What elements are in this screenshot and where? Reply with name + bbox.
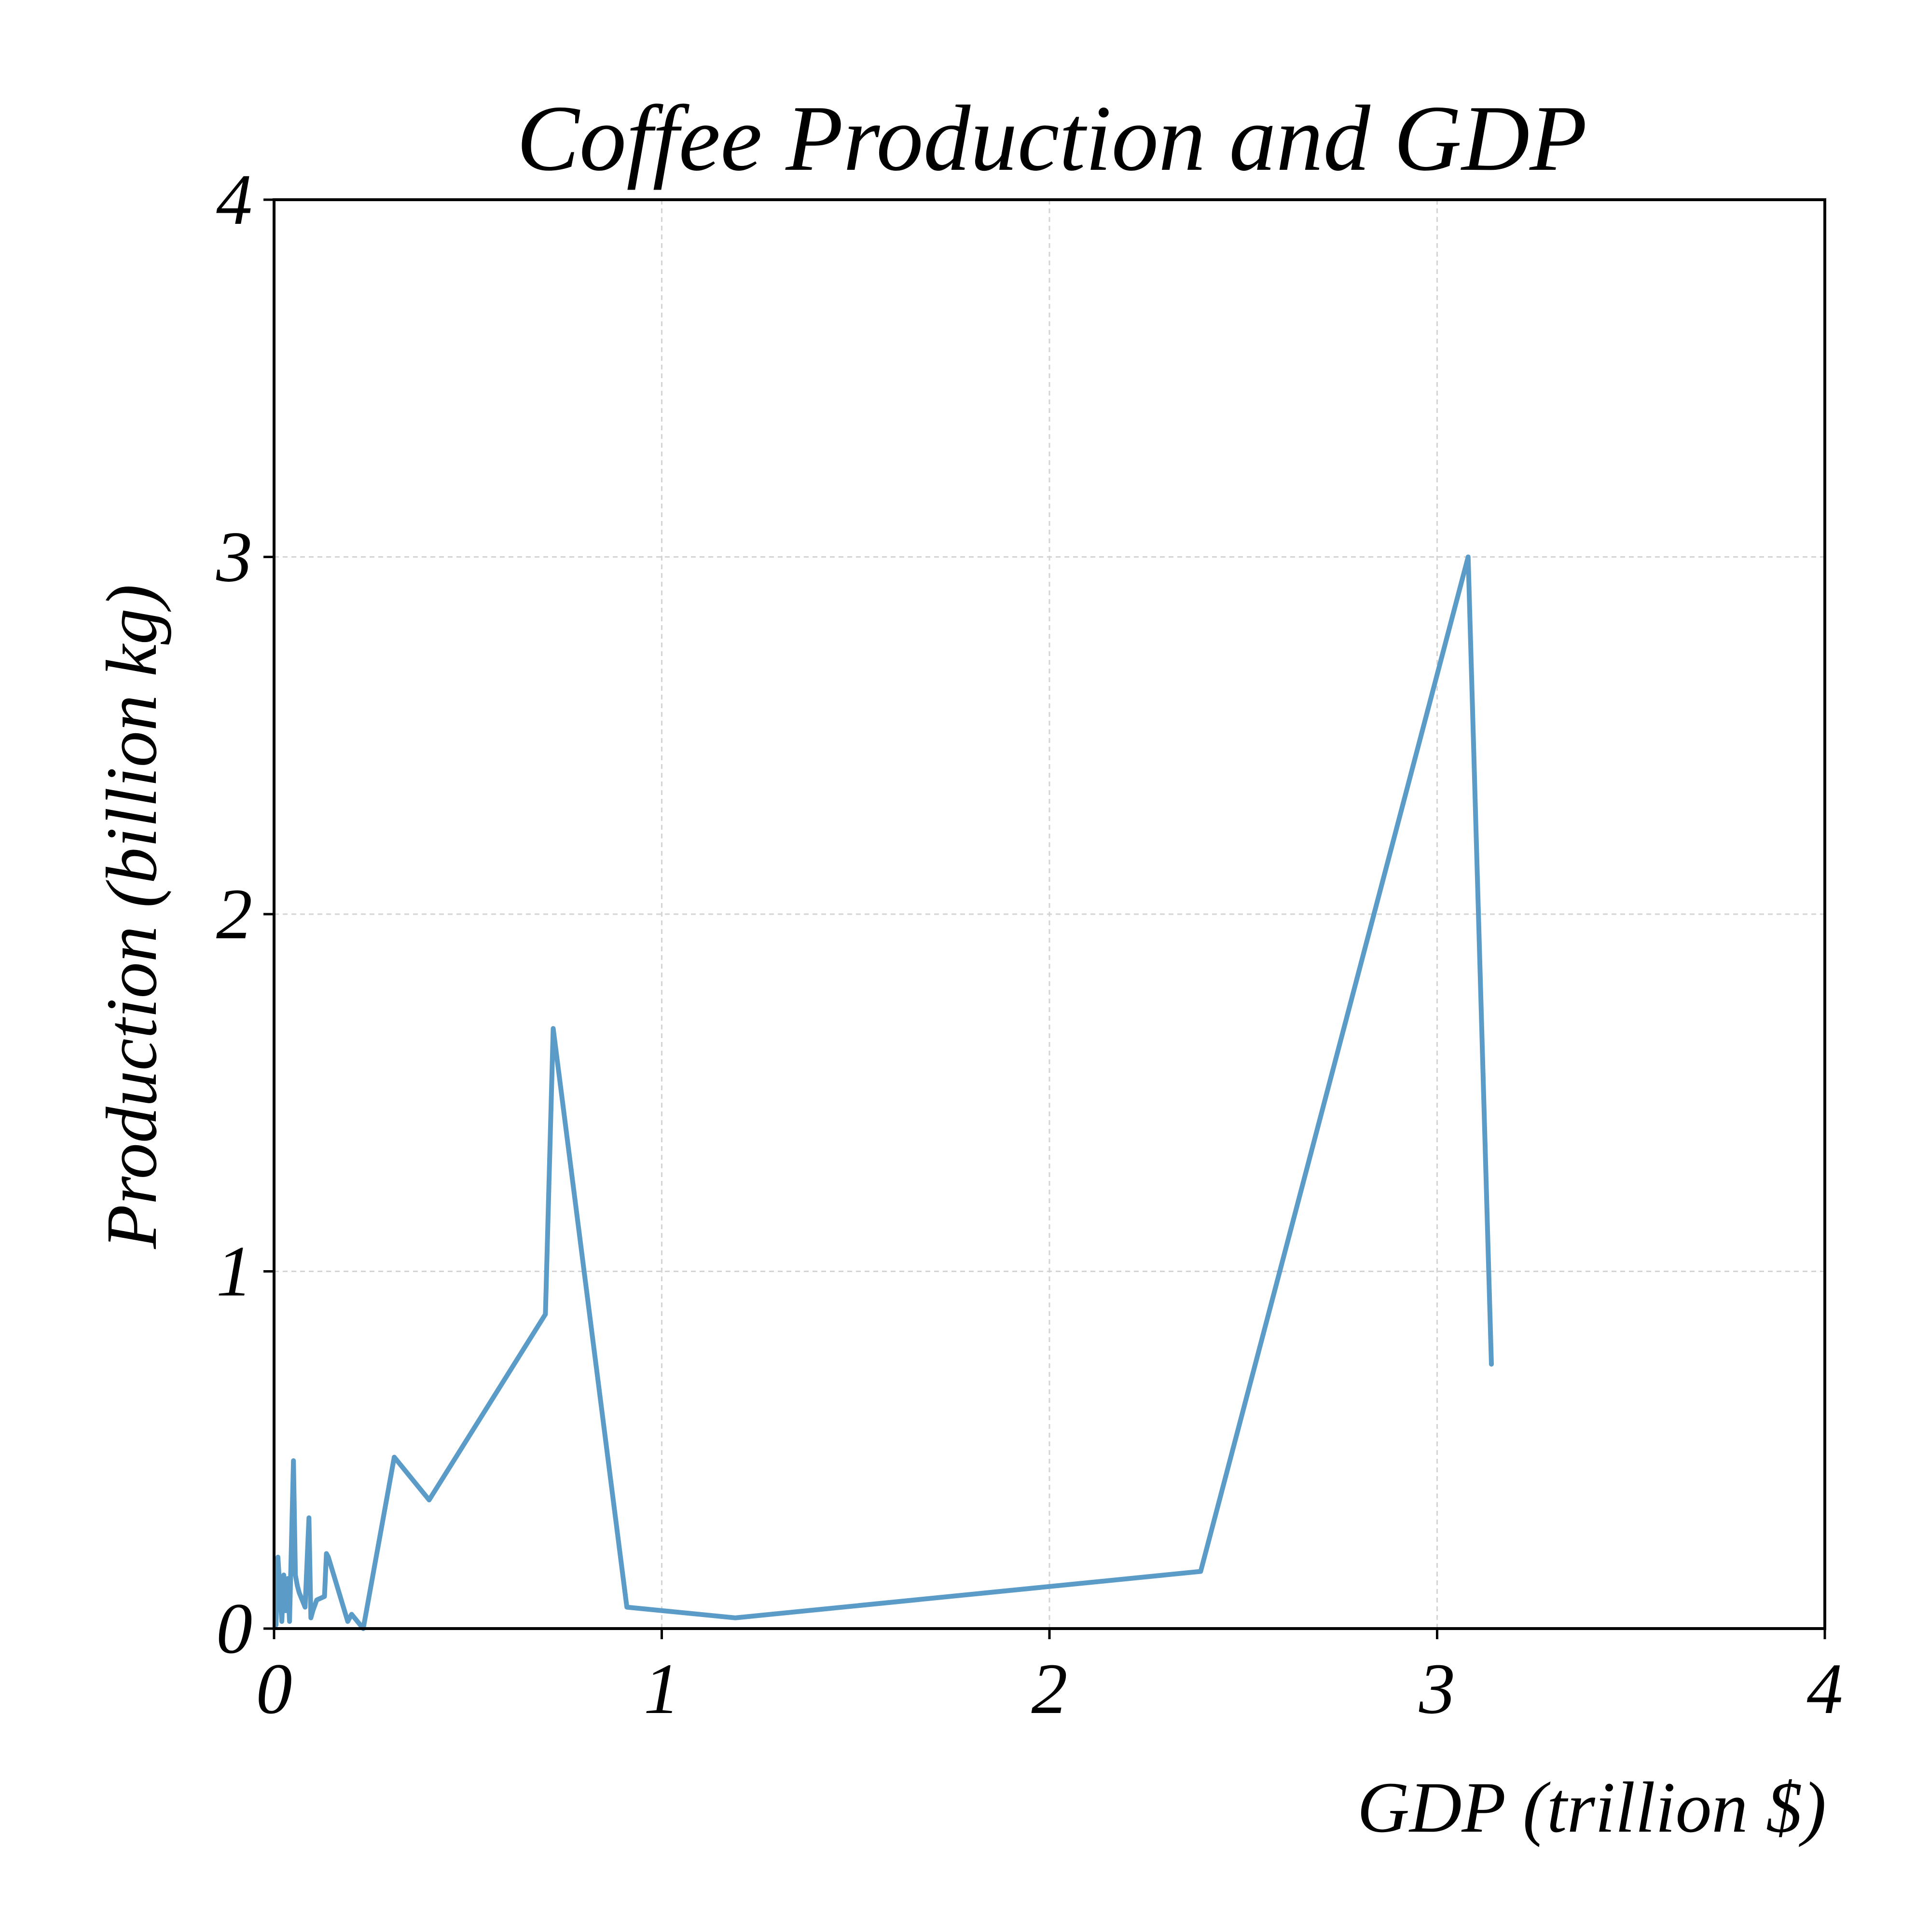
y-tick-label: 0 [216, 1589, 252, 1669]
y-tick-label: 2 [216, 874, 252, 954]
x-axis-label: GDP (trillion $) [1357, 1768, 1826, 1848]
y-axis-label: Production (billion kg) [92, 584, 172, 1249]
chart-title: Coffee Production and GDP [517, 86, 1587, 191]
grid [274, 200, 1825, 1629]
y-tick-label: 1 [216, 1232, 252, 1312]
y-tick-label: 3 [216, 517, 252, 597]
y-tick-label: 4 [216, 160, 252, 240]
ticks: 0 1 2 3 4 0 1 2 3 4 [216, 160, 1843, 1729]
x-tick-label: 3 [1419, 1649, 1455, 1729]
series-layer [274, 554, 1494, 1631]
series-line [274, 554, 1494, 1631]
x-tick-label: 2 [1032, 1649, 1068, 1729]
x-tick-label: 1 [644, 1649, 680, 1729]
x-tick-label: 4 [1807, 1649, 1843, 1729]
x-tick-label: 0 [256, 1649, 292, 1729]
